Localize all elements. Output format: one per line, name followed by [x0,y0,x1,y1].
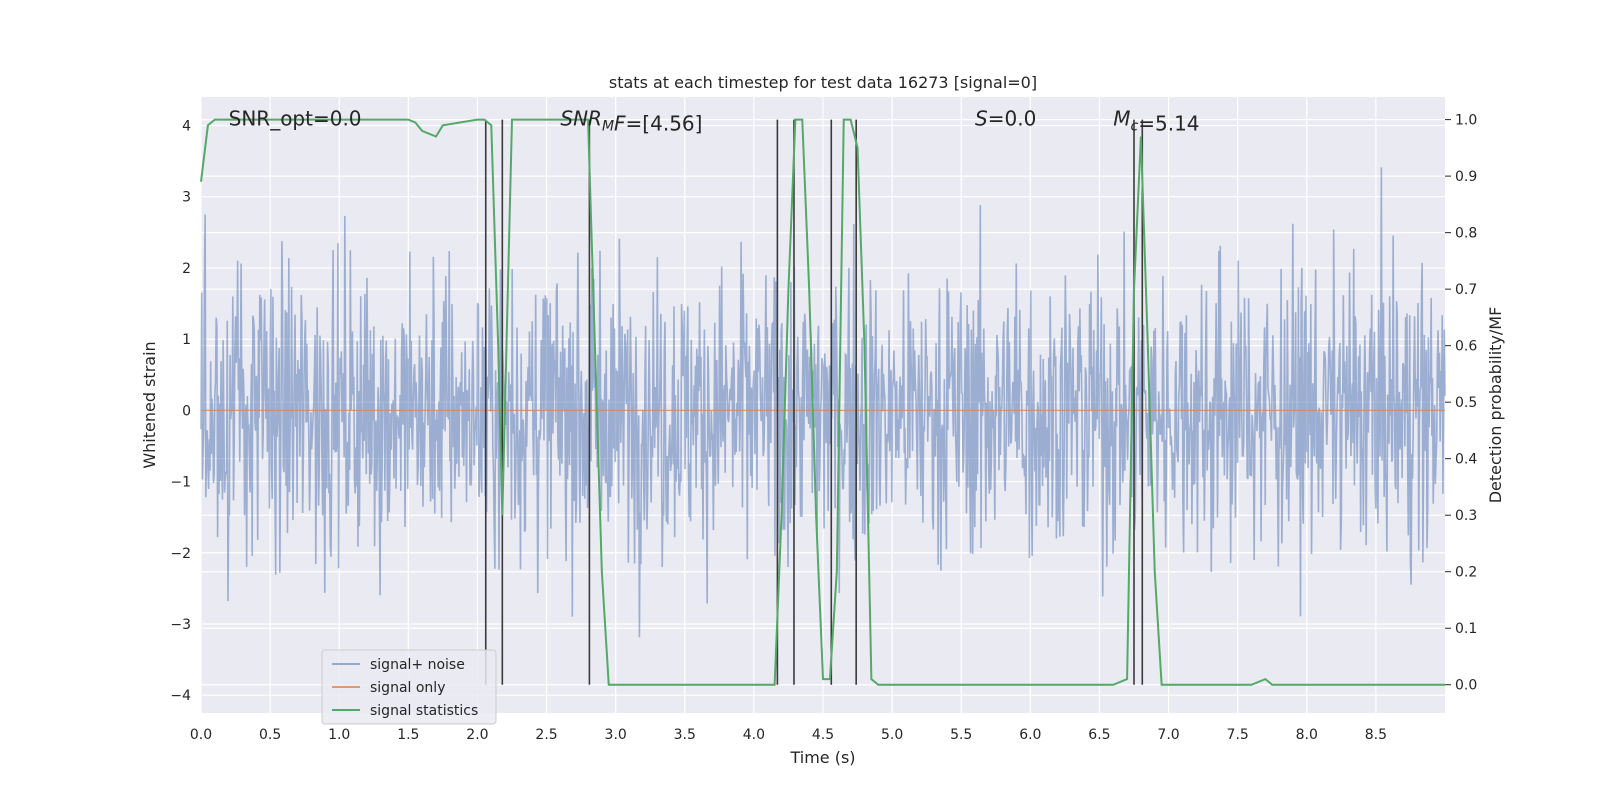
x-tick-label: 5.0 [881,727,903,743]
y-tick-label: 1 [182,332,191,348]
x-tick-label: 1.5 [397,727,419,743]
stat-annotation-part: c [1131,118,1139,134]
y-right-tick-label: 0.0 [1455,678,1477,694]
legend: signal+ noise signal only signal statistic… [321,649,497,725]
y-right-axis-ticks: 1.0 0.9 0.8 0.7 0.6 0.5 0.4 0.3 0.2 0.1 0.0 [1445,113,1477,694]
x-tick-label: 7.5 [1227,727,1249,743]
x-tick-label: 7.0 [1157,727,1179,743]
y-right-tick-label: 0.5 [1455,395,1477,411]
y-tick-label: −2 [170,546,191,562]
stat-annotation-part: F [614,111,626,135]
y-axis-ticks: 4 3 2 1 0 −1 −2 −3 −4 [170,118,191,704]
y-right-tick-label: 0.9 [1455,169,1477,185]
x-tick-label: 0.5 [259,727,281,743]
y-axis-label: Whitened strain [140,341,159,468]
stat-annotation-part: SNR [560,106,602,130]
legend-label: signal statistics [370,703,478,719]
y-right-tick-label: 0.3 [1455,508,1477,524]
y-tick-label: 0 [182,403,191,419]
signal-noise-line [200,167,1446,638]
y-right-tick-label: 0.2 [1455,565,1477,581]
stat-annotation-part: M [602,118,614,134]
y-right-tick-label: 0.4 [1455,452,1477,468]
signal-noise-series [200,167,1446,638]
stat-annotation: SNRMF=[4.56] [560,106,702,135]
x-tick-label: 8.0 [1296,727,1318,743]
x-tick-label: 4.5 [812,727,834,743]
stat-annotation-part: =[4.56] [626,111,703,135]
y-tick-label: −3 [170,617,191,633]
y-tick-label: 3 [182,190,191,206]
y-tick-label: 4 [182,118,191,134]
chart-title: stats at each timestep for test data 162… [609,73,1037,92]
stat-annotation-part: S [975,106,988,130]
y-tick-label: 2 [182,261,191,277]
stat-annotations: SNR_opt=0.0 SNRMF=[4.56] S=0.0 Mc=5.14 [229,106,1200,135]
x-tick-label: 2.5 [535,727,557,743]
stat-annotation-part: =0.0 [988,106,1037,130]
x-tick-label: 4.0 [743,727,765,743]
stat-annotation-part: SNR_opt=0.0 [229,106,362,130]
y-right-tick-label: 0.7 [1455,282,1477,298]
stat-annotation: SNR_opt=0.0 [229,106,362,130]
stat-annotation: S=0.0 [975,106,1036,130]
x-tick-label: 3.5 [674,727,696,743]
x-tick-label: 5.5 [950,727,972,743]
x-tick-label: 3.0 [605,727,627,743]
legend-label: signal only [370,680,445,696]
legend-box [321,649,497,725]
x-axis-ticks: 0.0 0.5 1.0 1.5 2.0 2.5 3.0 3.5 4.0 4.5 5.0 5.5 6.0 6… [190,727,1387,743]
stat-annotation-part: M [1113,106,1130,130]
x-tick-label: 2.0 [466,727,488,743]
y-right-axis-label: Detection probability/MF [1486,307,1505,504]
x-tick-label: 6.0 [1019,727,1041,743]
y-tick-label: −1 [170,475,191,491]
x-axis-label: Time (s) [789,748,855,767]
x-tick-label: 0.0 [190,727,212,743]
x-tick-label: 1.0 [328,727,350,743]
y-tick-label: −4 [170,688,191,704]
stat-annotation-part: =5.14 [1138,111,1199,135]
threshold-vlines [484,119,1144,685]
signal-statistics-series [200,118,1445,686]
x-tick-label: 6.5 [1088,727,1110,743]
x-tick-label: 8.5 [1365,727,1387,743]
stat-annotation: Mc=5.14 [1113,106,1199,135]
y-right-tick-label: 1.0 [1455,113,1477,129]
legend-label: signal+ noise [370,657,465,673]
y-right-tick-label: 0.6 [1455,339,1477,355]
y-right-tick-label: 0.8 [1455,226,1477,242]
signal-statistics-line [200,118,1445,686]
y-right-tick-label: 0.1 [1455,621,1477,637]
